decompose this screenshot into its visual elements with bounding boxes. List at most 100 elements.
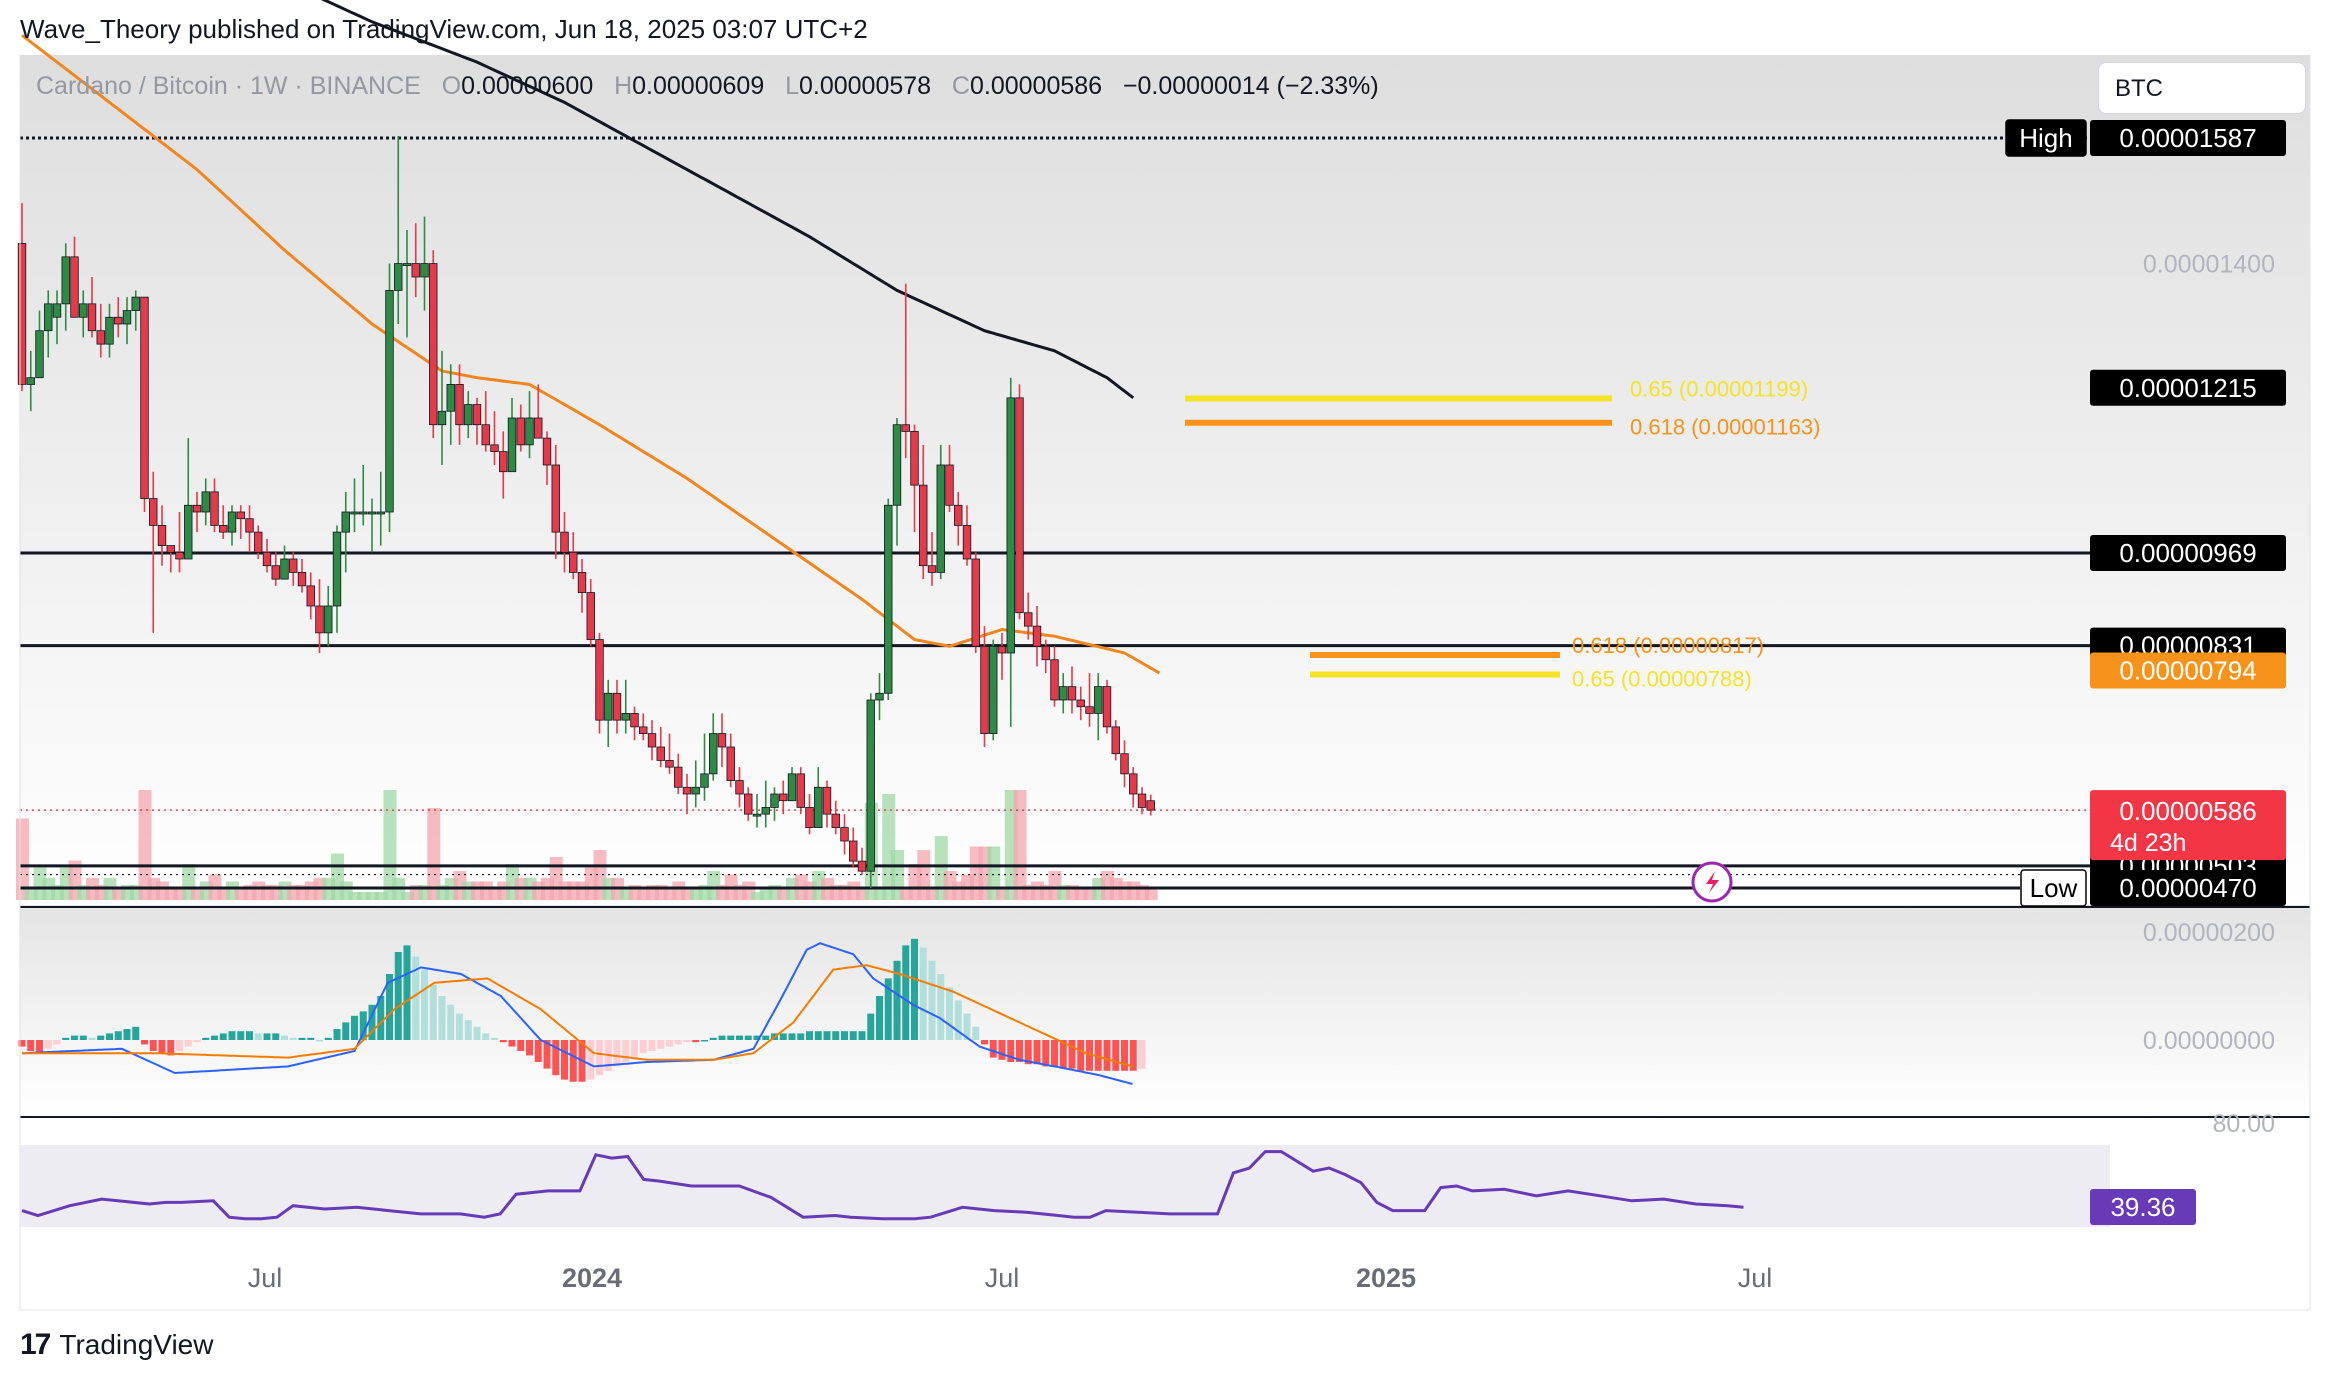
candle-body <box>787 773 797 802</box>
macd-histogram-bar <box>701 1040 708 1042</box>
alert-icon[interactable] <box>1691 861 1733 903</box>
candle-body <box>709 733 718 775</box>
macd-histogram-bar <box>1016 1040 1023 1062</box>
macd-histogram-bar <box>718 1035 726 1040</box>
macd-histogram-bar <box>447 1004 455 1040</box>
candle-body <box>884 504 893 694</box>
macd-histogram-bar <box>631 1040 638 1058</box>
horizontal-levels <box>20 136 2090 890</box>
macd-histogram-bar <box>622 1040 630 1062</box>
candle-body <box>210 491 219 526</box>
level-name-text: High <box>2019 123 2072 153</box>
candle-body <box>647 733 657 748</box>
open-key: O <box>441 72 462 100</box>
candle-body <box>1085 706 1094 714</box>
candle-body <box>306 585 315 607</box>
macd-histogram-bar <box>403 945 411 1040</box>
macd-histogram-bar <box>44 1040 52 1049</box>
candle-body <box>997 645 1007 654</box>
brand-label: TradingView <box>59 1329 214 1360</box>
level-name-tag <box>2005 119 2087 157</box>
macd-pane-background <box>20 905 2310 1115</box>
macd-histogram-bar <box>88 1037 96 1040</box>
volume-bar <box>777 888 791 900</box>
currency-selector[interactable]: BTC <box>2098 62 2306 114</box>
candle-body <box>1146 800 1155 811</box>
macd-histogram-bar <box>1077 1040 1085 1071</box>
candle-body <box>612 692 622 721</box>
close-value: 0.00000586 <box>969 72 1103 100</box>
macd-histogram-bar <box>727 1035 735 1040</box>
candle-body <box>507 417 517 473</box>
macd-histogram-bar <box>806 1031 813 1040</box>
low-value: 0.00000578 <box>798 72 932 100</box>
macd-histogram-bar <box>193 1040 201 1043</box>
candle-body <box>665 760 674 768</box>
macd-histogram-bar <box>937 974 945 1040</box>
macd-histogram-bar <box>517 1040 525 1051</box>
macd-histogram-bar <box>884 978 892 1040</box>
candle-body <box>324 605 333 634</box>
volume-bar <box>16 818 29 900</box>
level-price-text: 0.00001215 <box>2119 373 2256 403</box>
macd-histogram-bar <box>779 1033 787 1040</box>
candle-body <box>280 558 289 580</box>
candle-body <box>411 263 420 278</box>
macd-histogram-bar <box>639 1040 647 1054</box>
time-tick: Jul <box>985 1263 1020 1293</box>
candle-body <box>122 310 132 325</box>
macd-histogram-bar <box>1138 1040 1146 1069</box>
candle-body <box>376 511 385 515</box>
macd-histogram-bar <box>438 996 446 1040</box>
rsi-indicator <box>21 1150 1744 1221</box>
tradingview-logo-icon[interactable]: 17 <box>20 1328 51 1361</box>
candle-body <box>1129 773 1138 795</box>
candle-body <box>1024 612 1033 627</box>
candle-body <box>490 444 499 452</box>
level-price-tag <box>2090 652 2286 689</box>
candle-body <box>971 558 980 647</box>
candle-body <box>157 525 167 546</box>
candle-body <box>516 417 525 446</box>
macd-histogram-bar <box>657 1040 665 1049</box>
candle-body <box>420 263 429 278</box>
candle-body <box>717 733 727 748</box>
candle-body <box>875 692 884 701</box>
macd-histogram-bar <box>596 1040 603 1076</box>
candle-body <box>866 699 875 872</box>
macd-histogram-bar <box>473 1026 481 1040</box>
candle-body <box>359 511 368 515</box>
candle-body <box>560 531 569 553</box>
macd-histogram-bar <box>1129 1040 1137 1071</box>
macd-histogram-bar <box>1086 1040 1093 1071</box>
macd-histogram-bar <box>587 1040 595 1080</box>
signal-line <box>22 964 1133 1068</box>
level-price-text: 0.00000969 <box>2119 538 2256 568</box>
candle-body <box>131 296 140 311</box>
candle-body <box>639 726 648 734</box>
macd-histogram-bar <box>184 1040 192 1047</box>
macd-histogram-bar <box>876 996 883 1040</box>
macd-histogram-bar <box>534 1040 542 1062</box>
volume-bar <box>357 892 371 900</box>
candle-body <box>1137 793 1147 808</box>
macd-histogram-bar <box>648 1040 656 1051</box>
macd-histogram-bar <box>228 1031 236 1040</box>
macd-histogram-bar <box>893 960 901 1040</box>
volume-bar <box>138 790 152 900</box>
macd-histogram-bar <box>981 1040 988 1045</box>
candle-body <box>446 384 455 412</box>
level-price-tag <box>2090 534 2286 571</box>
symbol-label[interactable]: Cardano / Bitcoin · 1W · BINANCE <box>36 72 421 100</box>
macd-histogram-bar <box>97 1035 105 1040</box>
rsi-upper-tick: 80.00 <box>2212 1110 2275 1138</box>
time-tick: Jul <box>1738 1263 1773 1293</box>
macd-histogram-bar <box>219 1033 227 1040</box>
candle-body <box>586 592 595 640</box>
macd-histogram-bar <box>491 1037 498 1040</box>
candle-body <box>105 316 114 345</box>
candle-body <box>831 813 840 828</box>
macd-histogram-bar <box>666 1040 673 1047</box>
volume-bar <box>173 888 187 900</box>
